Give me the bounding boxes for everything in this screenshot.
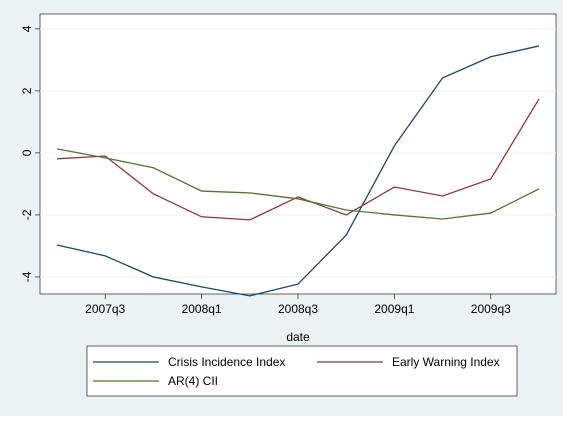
x-tick-label: 2008q1 [182, 302, 222, 316]
y-tick-label: 4 [20, 25, 34, 32]
series-line [56, 45, 540, 297]
x-tick-label: 2008q3 [278, 302, 318, 316]
y-tick-label: 0 [20, 149, 34, 156]
legend-label: Crisis Incidence Index [168, 355, 285, 369]
legend-label: Early Warning Index [392, 355, 500, 369]
x-axis-label: date [286, 330, 310, 344]
legend-label: AR(4) CII [168, 374, 218, 388]
y-tick-label: -4 [20, 271, 34, 282]
plot-area [39, 13, 557, 295]
x-tick-label: 2009q3 [471, 302, 511, 316]
y-tick-label: 2 [20, 87, 34, 94]
x-tick-label: 2009q1 [374, 302, 414, 316]
y-tick-label: -2 [20, 209, 34, 220]
series-line [56, 148, 540, 220]
series-line [56, 98, 540, 221]
x-tick-label: 2007q3 [85, 302, 125, 316]
legend-box [86, 345, 518, 397]
